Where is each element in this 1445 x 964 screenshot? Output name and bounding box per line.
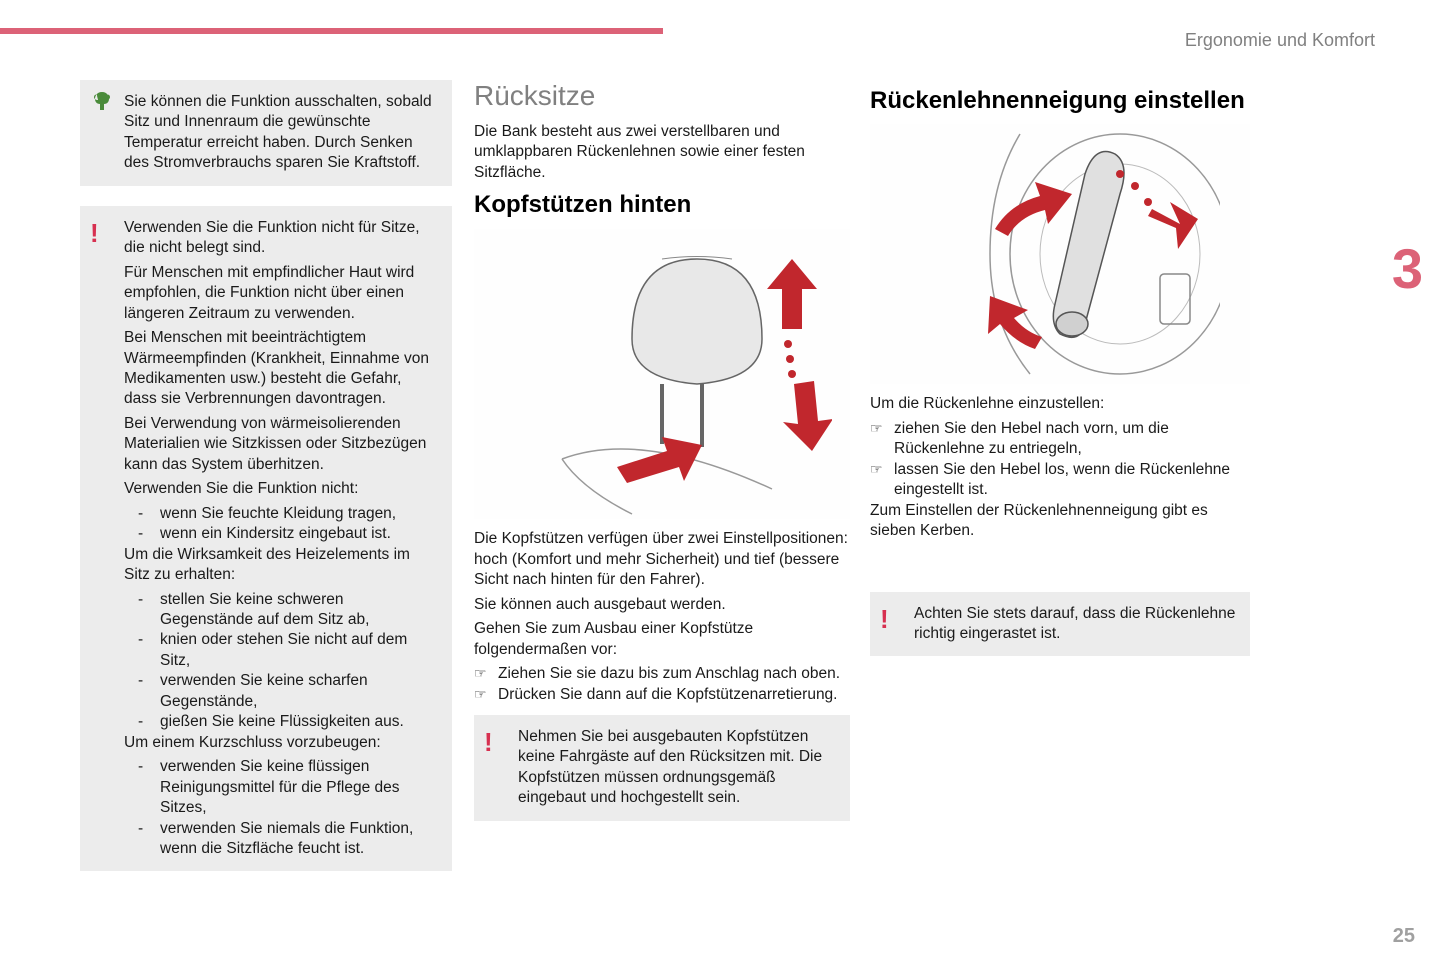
warning-box-seat-heating: ! Verwenden Sie die Funktion nicht für S… [80,206,452,872]
warn-text: Um die Wirksamkeit des Heizelements im S… [124,545,438,586]
backrest-angle-title: Rückenlehnenneigung einstellen [870,88,1250,114]
warn-text: Bei Verwendung von wärmeisolierenden Mat… [124,414,438,475]
list-item: verwenden Sie niemals die Funktion, wenn… [124,819,438,860]
eco-tip-box: Sie können die Funktion ausschalten, sob… [80,80,452,186]
page-number: 25 [1393,925,1415,948]
warning-box-backrest: ! Achten Sie stets darauf, dass die Rück… [870,592,1250,657]
list-item: Drücken Sie dann auf die Kopfstützenarre… [474,685,850,705]
warning-box-headrest: ! Nehmen Sie bei ausgebauten Kopfstützen… [474,715,850,821]
eco-tip-text: Sie können die Funktion ausschalten, sob… [124,93,432,171]
rear-seats-intro: Die Bank besteht aus zwei verstellbaren … [474,122,850,183]
warn-text: Verwenden Sie die Funktion nicht für Sit… [124,218,438,259]
tree-icon [90,90,116,116]
list-item: stellen Sie keine schweren Gegenstände a… [124,590,438,631]
list-item: wenn Sie feuchte Kleidung tragen, [124,504,438,524]
page-top-accent-bar [0,28,663,34]
list-item: Ziehen Sie sie dazu bis zum Anschlag nac… [474,664,850,684]
backrest-text: Zum Einstellen der Rückenlehnenneigung g… [870,501,1250,542]
warn-text: Verwenden Sie die Funktion nicht: [124,479,438,499]
warn-text: Bei Menschen mit beeinträchtigtem Wärmee… [124,328,438,410]
headrest-illustration [474,229,850,519]
headrest-text: Die Kopfstützen verfügen über zwei Einst… [474,529,850,590]
list-item: knien oder stehen Sie nicht auf dem Sitz… [124,630,438,671]
warning-icon: ! [90,216,116,242]
warning-icon: ! [484,725,510,751]
headrest-text: Sie können auch ausgebaut werden. [474,595,850,615]
list-item: gießen Sie keine Flüssigkeiten aus. [124,712,438,732]
rear-headrests-title: Kopfstützen hinten [474,191,850,219]
warn-text: Nehmen Sie bei ausgebauten Kopfstützen k… [518,728,822,806]
section-header: Ergonomie und Komfort [1185,30,1375,51]
headrest-text: Gehen Sie zum Ausbau einer Kopfstütze fo… [474,619,850,660]
rear-seats-title: Rücksitze [474,80,850,112]
list-item: lassen Sie den Hebel los, wenn die Rücke… [870,460,1250,501]
column-left: Sie können die Funktion ausschalten, sob… [80,80,452,891]
list-item: ziehen Sie den Hebel nach vorn, um die R… [870,419,1250,460]
list-item: verwenden Sie keine scharfen Gegenstände… [124,671,438,712]
warning-icon: ! [880,602,906,628]
column-right: Rückenlehnenneigung einstellen U [870,80,1250,676]
warn-text: Achten Sie stets darauf, dass die Rücken… [914,605,1235,642]
backrest-text: Um die Rückenlehne einzustellen: [870,394,1250,414]
warn-text: Um einem Kurzschluss vorzubeugen: [124,733,438,753]
column-middle: Rücksitze Die Bank besteht aus zwei vers… [474,80,850,841]
warn-text: Für Menschen mit empfindlicher Haut wird… [124,263,438,324]
backrest-lever-illustration [870,124,1250,384]
list-item: verwenden Sie keine flüssigen Reinigungs… [124,757,438,818]
list-item: wenn ein Kindersitz eingebaut ist. [124,524,438,544]
chapter-number: 3 [1392,236,1423,301]
